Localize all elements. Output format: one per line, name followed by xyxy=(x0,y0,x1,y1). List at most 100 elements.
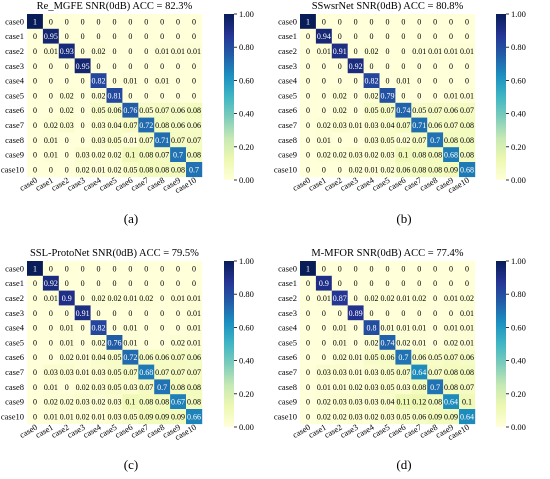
cell-value-label: 0.82 xyxy=(92,77,106,86)
heatmap-cell xyxy=(138,305,155,321)
cell-value-label: 0 xyxy=(417,77,421,86)
y-tick-label: case1 xyxy=(278,31,297,41)
heatmap-cell xyxy=(411,73,428,89)
heatmap-cell xyxy=(27,58,44,74)
cell-value-label: 0.02 xyxy=(333,106,347,115)
cell-value-label: 0 xyxy=(65,279,69,288)
cell-value-label: 0.02 xyxy=(60,398,74,407)
cell-value-label: 0 xyxy=(401,32,405,41)
cell-value-label: 0 xyxy=(192,279,196,288)
cell-value-label: 0.7 xyxy=(398,353,408,362)
heatmap-cell xyxy=(186,102,203,118)
cell-value-label: 0.02 xyxy=(107,165,121,174)
heatmap-cell xyxy=(331,290,348,306)
heatmap-cell xyxy=(122,88,139,104)
heatmap-cell xyxy=(363,28,380,44)
heatmap-cell xyxy=(379,335,396,351)
cell-value-label: 0.01 xyxy=(123,324,137,333)
cell-value-label: 0.1 xyxy=(125,398,135,407)
cell-value-label: 0 xyxy=(338,264,342,273)
heatmap-cell xyxy=(42,147,60,163)
heatmap-cell xyxy=(122,335,139,351)
heatmap-cell xyxy=(347,305,364,321)
heatmap-cell xyxy=(300,409,317,425)
cell-value-label: 0 xyxy=(338,136,342,145)
heatmap-cell xyxy=(27,290,44,306)
heatmap-cell xyxy=(315,320,333,336)
heatmap-cell xyxy=(427,132,444,148)
cell-value-label: 0.08 xyxy=(412,165,426,174)
heatmap-cell xyxy=(443,102,460,118)
cell-value-label: 0.08 xyxy=(444,136,458,145)
cell-value-label: 0 xyxy=(370,309,374,318)
heatmap-cell xyxy=(138,320,155,336)
cell-value-label: 0 xyxy=(33,383,37,392)
cell-value-label: 0.03 xyxy=(380,151,394,160)
heatmap-cell xyxy=(427,364,444,380)
heatmap-cell xyxy=(459,275,476,291)
heatmap-cell xyxy=(300,290,317,306)
heatmap-cell xyxy=(459,290,476,306)
cell-value-label: 0 xyxy=(33,279,37,288)
cell-value-label: 0.04 xyxy=(107,121,121,130)
cell-value-label: 0 xyxy=(33,62,37,71)
heatmap-cell xyxy=(379,132,396,148)
y-tick-label: case9 xyxy=(5,397,24,407)
heatmap-cell xyxy=(395,261,412,277)
heatmap-cell xyxy=(331,117,348,133)
colorbar-tick-label: 1.00 xyxy=(239,9,254,19)
heatmap-cell xyxy=(395,379,412,395)
heatmap-cell xyxy=(363,261,380,277)
cell-value-label: 0 xyxy=(33,353,37,362)
cell-value-label: 0.7 xyxy=(173,151,183,160)
heatmap-cell xyxy=(459,364,476,380)
heatmap-cell xyxy=(331,14,348,30)
heatmap-cell xyxy=(170,364,187,380)
heatmap-cell xyxy=(74,58,91,74)
cell-value-label: 0 xyxy=(128,309,132,318)
y-tick-label: case1 xyxy=(5,31,24,41)
heatmap-cell xyxy=(154,162,171,178)
y-tick-label: case4 xyxy=(278,76,298,86)
heatmap-cell xyxy=(170,147,187,163)
heatmap-cell xyxy=(106,409,123,425)
cell-value-label: 0.02 xyxy=(92,398,106,407)
heatmap-cell xyxy=(74,102,91,118)
heatmap-cell xyxy=(58,394,75,410)
heatmap-cell xyxy=(315,28,333,44)
cell-value-label: 0.02 xyxy=(92,47,106,56)
cell-value-label: 0.87 xyxy=(333,294,347,303)
cell-value-label: 0 xyxy=(81,324,85,333)
cell-value-label: 0.08 xyxy=(139,165,153,174)
heatmap-cell xyxy=(347,28,364,44)
cell-value-label: 0.09 xyxy=(444,165,458,174)
cell-value-label: 0.07 xyxy=(139,136,153,145)
heatmap-cell xyxy=(90,394,107,410)
heatmap-cell xyxy=(186,275,203,291)
cell-value-label: 0 xyxy=(192,62,196,71)
heatmap-cell xyxy=(363,102,380,118)
cell-value-label: 0.01 xyxy=(444,324,458,333)
cell-value-label: 0 xyxy=(81,77,85,86)
heatmap-cell xyxy=(363,290,380,306)
cell-value-label: 0.02 xyxy=(317,398,331,407)
heatmap-cell xyxy=(154,102,171,118)
cell-value-label: 0 xyxy=(433,294,437,303)
cell-value-label: 0.07 xyxy=(444,121,458,130)
cell-value-label: 0.08 xyxy=(444,383,458,392)
cell-value-label: 0.04 xyxy=(380,398,394,407)
cell-value-label: 0.09 xyxy=(171,412,185,421)
heatmap-cell xyxy=(138,290,155,306)
cell-value-label: 0.01 xyxy=(396,294,410,303)
heatmap-cell xyxy=(315,261,333,277)
heatmap-cell xyxy=(331,58,348,74)
heatmap-panel-3: M-MFOR SNR(0dB) ACC = 77.4%1 0 0 0 0 0 0 0 0 0 00 0… xyxy=(274,248,526,442)
heatmap-cell xyxy=(395,409,412,425)
cell-value-label: 0.02 xyxy=(380,294,394,303)
cell-value-label: 0.01 xyxy=(460,47,474,56)
heatmap-cell xyxy=(138,73,155,89)
cell-value-label: 0 xyxy=(306,353,310,362)
cell-value-label: 0.04 xyxy=(92,353,106,362)
cell-value-label: 0 xyxy=(144,91,148,100)
cell-value-label: 0.72 xyxy=(123,353,137,362)
